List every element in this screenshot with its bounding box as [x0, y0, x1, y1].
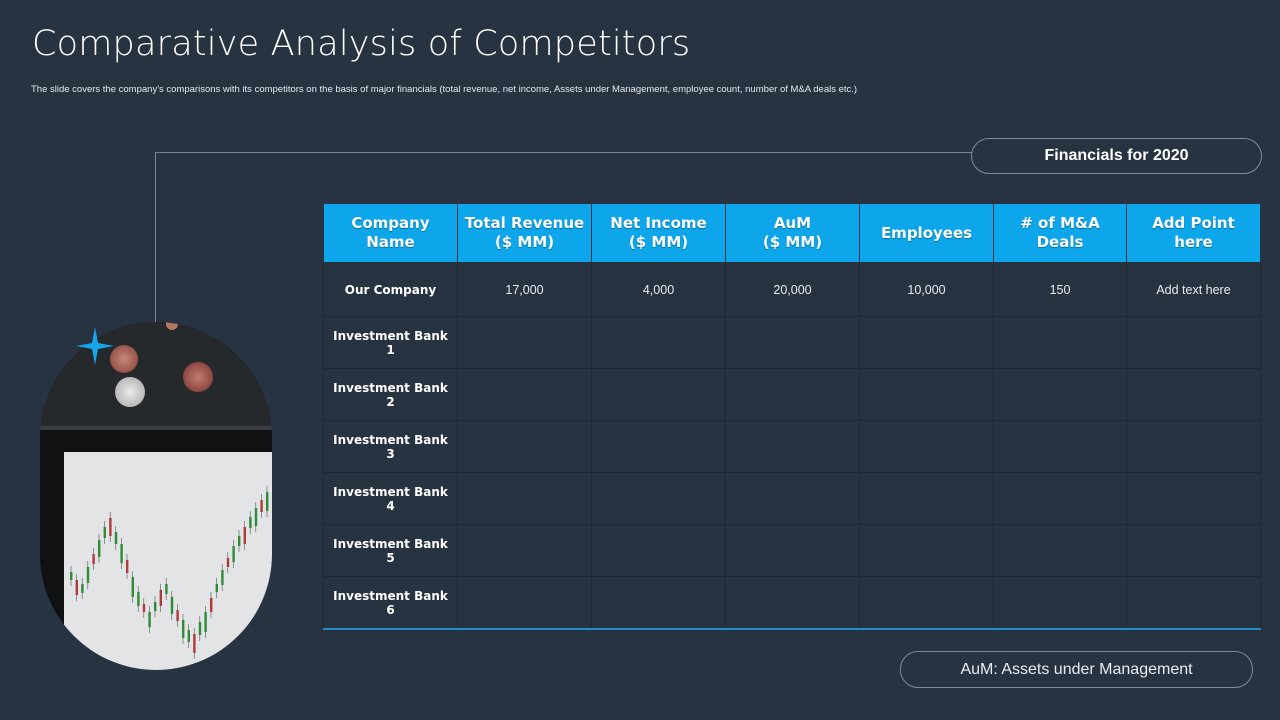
table-row: Investment Bank 1 — [323, 316, 1261, 369]
cell-net-income — [591, 472, 726, 525]
header-net-income: Net Income ($ MM) — [591, 203, 726, 263]
cell-employees — [859, 524, 994, 577]
table-row: Investment Bank 5 — [323, 524, 1261, 577]
cell-total-revenue — [457, 472, 592, 525]
row-label: Investment Bank 4 — [323, 472, 458, 525]
row-label: Investment Bank 5 — [323, 524, 458, 577]
cell-employees — [859, 576, 994, 630]
header-employees: Employees — [859, 203, 994, 263]
header-aum: AuM ($ MM) — [725, 203, 860, 263]
header-total-revenue: Total Revenue ($ MM) — [457, 203, 592, 263]
cell-aum — [725, 472, 860, 525]
row-label: Our Company — [323, 262, 458, 317]
cell-ma-deals: 150 — [993, 262, 1127, 317]
cell-aum — [725, 524, 860, 577]
aum-footnote: AuM: Assets under Management — [900, 651, 1253, 688]
header-ma-deals: # of M&A Deals — [993, 203, 1127, 263]
cell-net-income — [591, 316, 726, 369]
cell-total-revenue — [457, 524, 592, 577]
cell-ma-deals — [993, 524, 1127, 577]
cell-aum: 20,000 — [725, 262, 860, 317]
cell-add-point — [1126, 420, 1261, 473]
cell-add-point: Add text here — [1126, 262, 1261, 317]
cell-add-point — [1126, 368, 1261, 421]
cell-net-income: 4,000 — [591, 262, 726, 317]
cell-net-income — [591, 368, 726, 421]
cell-employees — [859, 472, 994, 525]
competitor-comparison-table: Company Name Total Revenue ($ MM) Net Inco… — [323, 203, 1261, 630]
cell-add-point — [1126, 524, 1261, 577]
header-add-point: Add Point here — [1126, 203, 1261, 263]
cell-ma-deals — [993, 420, 1127, 473]
cell-aum — [725, 420, 860, 473]
cell-net-income — [591, 576, 726, 630]
connector-line-vertical — [155, 152, 156, 346]
cell-ma-deals — [993, 576, 1127, 630]
cell-total-revenue — [457, 316, 592, 369]
cell-ma-deals — [993, 368, 1127, 421]
four-point-star-icon — [76, 327, 114, 365]
cell-employees — [859, 316, 994, 369]
table-row: Investment Bank 2 — [323, 368, 1261, 421]
financials-year-label: Financials for 2020 — [971, 138, 1262, 174]
connector-line-horizontal — [155, 152, 972, 153]
table-header-row: Company Name Total Revenue ($ MM) Net Inco… — [323, 203, 1261, 263]
cell-aum — [725, 316, 860, 369]
table-row: Investment Bank 4 — [323, 472, 1261, 525]
cell-ma-deals — [993, 316, 1127, 369]
cell-employees — [859, 420, 994, 473]
cell-employees — [859, 368, 994, 421]
row-label: Investment Bank 6 — [323, 576, 458, 630]
candlestick-pattern — [70, 486, 269, 659]
cell-total-revenue — [457, 420, 592, 473]
row-label: Investment Bank 2 — [323, 368, 458, 421]
header-company-name: Company Name — [323, 203, 458, 263]
table-row: Our Company 17,000 4,000 20,000 10,000 1… — [323, 262, 1261, 317]
cell-total-revenue — [457, 576, 592, 630]
table-row: Investment Bank 6 — [323, 576, 1261, 630]
stock-chart-photo — [40, 322, 272, 670]
cell-net-income — [591, 524, 726, 577]
cell-add-point — [1126, 576, 1261, 630]
cell-ma-deals — [993, 472, 1127, 525]
cell-aum — [725, 576, 860, 630]
cell-add-point — [1126, 316, 1261, 369]
slide-subtitle: The slide covers the company's compariso… — [31, 84, 858, 95]
cell-employees: 10,000 — [859, 262, 994, 317]
row-label: Investment Bank 3 — [323, 420, 458, 473]
cell-total-revenue: 17,000 — [457, 262, 592, 317]
row-label: Investment Bank 1 — [323, 316, 458, 369]
cell-add-point — [1126, 472, 1261, 525]
cell-aum — [725, 368, 860, 421]
cell-net-income — [591, 420, 726, 473]
table-row: Investment Bank 3 — [323, 420, 1261, 473]
cell-total-revenue — [457, 368, 592, 421]
slide-title: Comparative Analysis of Competitors — [32, 24, 691, 64]
